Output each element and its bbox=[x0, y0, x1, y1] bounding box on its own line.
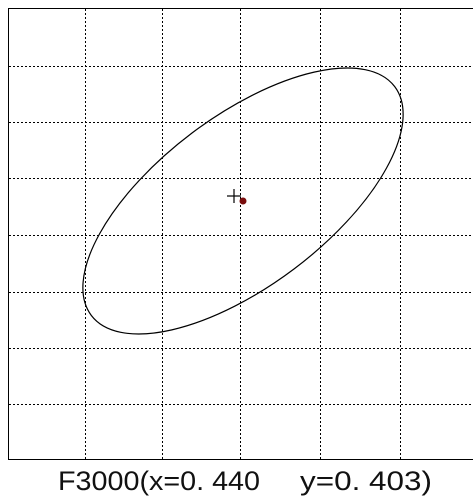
caption-label: F3000(x=0. 440 bbox=[58, 466, 260, 496]
measured-point bbox=[239, 197, 247, 205]
target-cross bbox=[227, 189, 241, 203]
grid bbox=[9, 9, 473, 459]
tolerance-ellipse bbox=[82, 67, 404, 335]
caption-y: y=0. 403) bbox=[300, 466, 432, 496]
